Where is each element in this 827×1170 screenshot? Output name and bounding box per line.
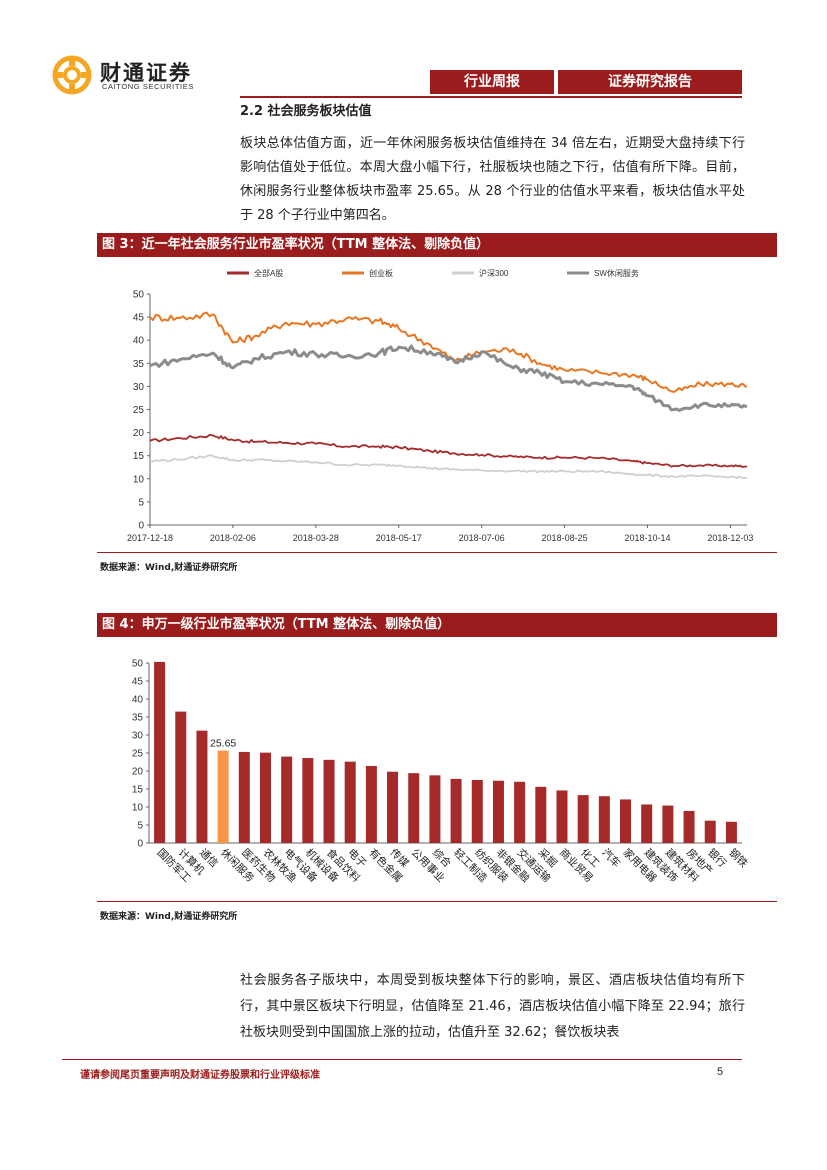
x-tick-label: 汽车 xyxy=(599,846,623,870)
y-tick-label: 25 xyxy=(132,749,144,760)
bar xyxy=(641,804,653,843)
bar xyxy=(323,759,335,843)
x-tick-label: 2018-03-28 xyxy=(293,533,339,543)
bar xyxy=(725,821,737,843)
bar xyxy=(281,756,293,843)
logo-emblem-icon xyxy=(52,55,92,95)
bar xyxy=(154,661,166,843)
bar xyxy=(577,795,589,843)
y-tick-label: 40 xyxy=(133,336,145,347)
bar xyxy=(492,780,504,843)
section-title: 2.2 社会服务板块估值 xyxy=(240,104,372,119)
y-tick-label: 20 xyxy=(133,428,145,439)
figure4-source: 数据来源：Wind,财通证券研究所 xyxy=(100,912,238,922)
bar xyxy=(471,780,483,843)
y-tick-label: 35 xyxy=(132,713,144,724)
body-paragraph: 社会服务各子版块中，本周受到板块整体下行的影响，景区、酒店板块估值均有所下行，其… xyxy=(240,973,745,1040)
bar xyxy=(259,752,271,843)
bar xyxy=(429,775,441,843)
x-tick-label: 2018-08-25 xyxy=(542,533,588,543)
footer-disclaimer: 谨请参阅尾页重要声明及财通证券股票和行业评级标准 xyxy=(80,1070,320,1081)
bar xyxy=(302,758,314,843)
company-logo: 财通证券 CAITONG SECURITIES xyxy=(52,55,242,95)
x-tick-label: 2018-05-17 xyxy=(376,533,422,543)
y-tick-label: 45 xyxy=(133,313,145,324)
x-tick-label: 2017-12-18 xyxy=(127,533,173,543)
header-divider xyxy=(240,96,742,98)
bar xyxy=(387,771,399,843)
bar xyxy=(683,810,695,843)
x-tick-label: 2018-12-03 xyxy=(707,533,753,543)
figure3-divider xyxy=(97,552,777,553)
figure4-divider xyxy=(97,901,777,902)
y-tick-label: 10 xyxy=(133,474,145,485)
series-line xyxy=(149,344,748,412)
bar xyxy=(408,773,420,843)
figure3-source: 数据来源：Wind,财通证券研究所 xyxy=(100,563,238,573)
section-paragraph: 板块总体估值方面，近一年休闲服务板块估值维持在 34 倍左右，近期受大盘持续下行… xyxy=(240,136,745,223)
y-tick-label: 15 xyxy=(133,451,145,462)
y-tick-label: 30 xyxy=(132,731,144,742)
bar xyxy=(556,790,568,843)
y-tick-label: 0 xyxy=(137,839,143,850)
bar xyxy=(238,751,250,843)
bar xyxy=(535,786,547,843)
report-category-tag: 证券研究报告 xyxy=(558,70,742,94)
legend-label: 全部A股 xyxy=(254,268,283,278)
bar xyxy=(704,820,716,843)
figure3-line-chart: 全部A股 创业板 沪深300 SW休闲服务 0 5 10 15 20 25 30 35 40 45 50 20… xyxy=(127,268,753,543)
data-label: 25.65 xyxy=(210,738,236,750)
figure3-title: 图 3：近一年社会服务行业市盈率状况（TTM 整体法、剔除负值） xyxy=(97,233,777,257)
legend-label: 创业板 xyxy=(369,268,393,278)
bar xyxy=(450,778,462,843)
bar xyxy=(175,711,187,843)
y-tick-label: 5 xyxy=(137,821,143,832)
y-tick-label: 35 xyxy=(133,359,145,370)
bar xyxy=(344,761,356,843)
x-tick-label: 2018-10-14 xyxy=(624,533,670,543)
y-tick-label: 50 xyxy=(132,659,144,670)
y-tick-label: 50 xyxy=(133,290,145,301)
y-tick-label: 40 xyxy=(132,695,144,706)
report-type-tag: 行业周报 xyxy=(430,70,554,94)
logo-text-en: CAITONG SECURITIES xyxy=(102,82,194,91)
series-line xyxy=(149,433,748,468)
footer-divider xyxy=(62,1059,742,1060)
figure4-title: 图 4：申万一级行业市盈率状况（TTM 整体法、剔除负值） xyxy=(97,613,777,637)
bar xyxy=(196,730,208,843)
bar xyxy=(514,781,526,843)
y-tick-label: 45 xyxy=(132,677,144,688)
y-tick-label: 30 xyxy=(133,382,145,393)
y-tick-label: 20 xyxy=(132,767,144,778)
series-line xyxy=(149,311,748,393)
bar xyxy=(598,796,610,843)
y-tick-label: 0 xyxy=(138,521,144,532)
bar xyxy=(217,750,229,843)
bar xyxy=(662,805,674,843)
bar xyxy=(620,799,632,843)
x-tick-label: 2018-07-06 xyxy=(459,533,505,543)
figure4-bar-chart: 05101520253035404550国防军工计算机通信休闲服务医药生物农林牧… xyxy=(132,659,751,886)
legend-label: 沪深300 xyxy=(479,268,509,278)
legend-label: SW休闲服务 xyxy=(594,268,639,278)
logo-text-cn: 财通证券 xyxy=(100,61,192,85)
y-tick-label: 25 xyxy=(133,405,145,416)
x-tick-label: 钢铁 xyxy=(726,846,750,870)
y-tick-label: 5 xyxy=(138,497,144,508)
bar xyxy=(365,765,377,843)
y-tick-label: 10 xyxy=(132,803,144,814)
page-number: 5 xyxy=(717,1066,724,1078)
y-tick-label: 15 xyxy=(132,785,144,796)
series-line xyxy=(149,454,748,480)
x-tick-label: 2018-02-06 xyxy=(210,533,256,543)
